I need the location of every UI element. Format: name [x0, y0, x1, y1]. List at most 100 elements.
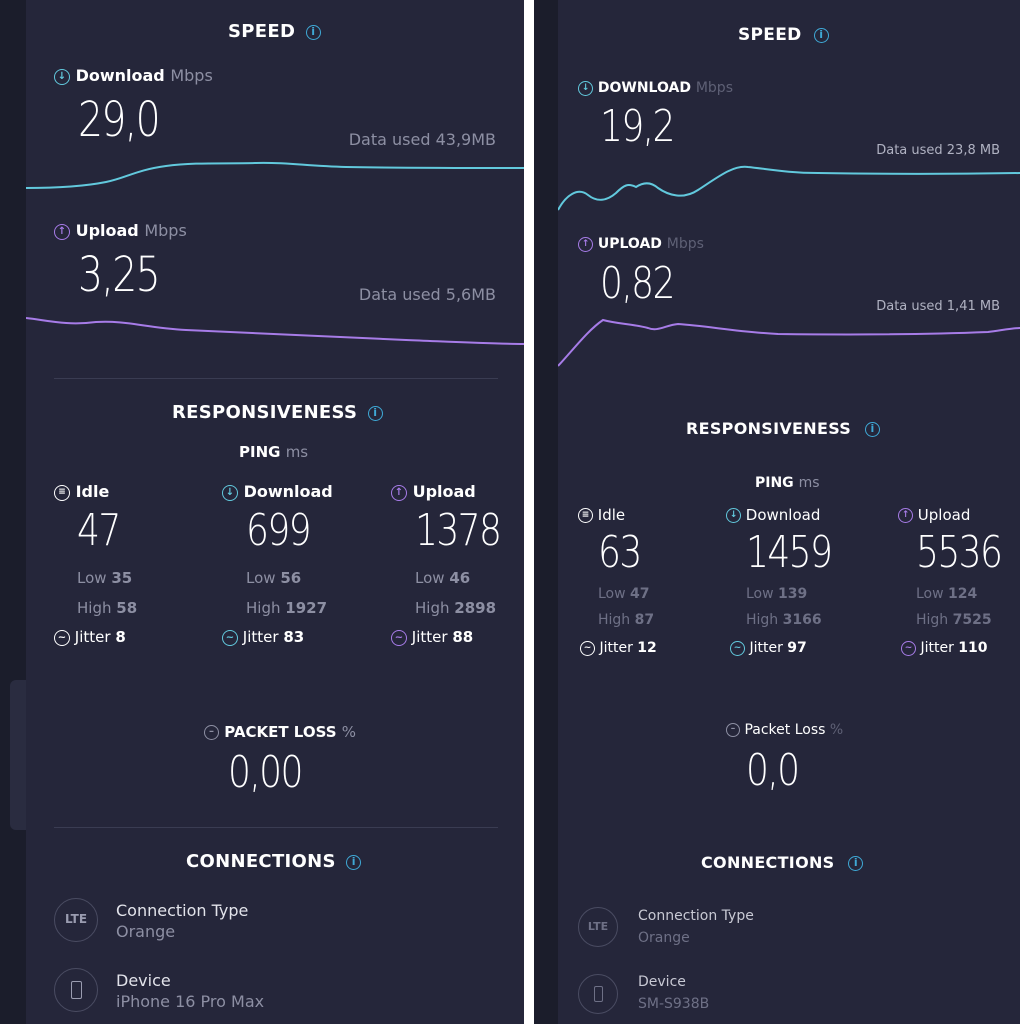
download-data-used: Data used 43,9MB [348, 130, 496, 149]
ping-idle-jitter: ~ Jitter 8 [54, 628, 126, 646]
info-icon[interactable]: i [813, 27, 829, 43]
ping-download-value: 699 [246, 505, 312, 556]
ping-download-low: Low 139 [746, 586, 808, 602]
phone-icon [54, 968, 98, 1012]
upload-graph-line [558, 318, 1020, 367]
device-value: SM-S938B [638, 996, 710, 1012]
arrow-up-circle-icon: ↑ [391, 484, 407, 501]
upload-unit: Mbps [144, 221, 187, 240]
connection-type-label: Connection Type [116, 901, 249, 920]
right-result-panel: SPEED i ↓ DOWNLOAD Mbps 19,2 Data used 2… [558, 0, 1020, 1024]
upload-speed-graph [558, 318, 1020, 367]
upload-value: 3,25 [78, 247, 161, 303]
ping-upload-low: Low 124 [916, 586, 978, 602]
ping-upload-value: 1378 [415, 505, 502, 556]
download-unit: Mbps [170, 66, 213, 85]
download-speed-graph [26, 161, 524, 189]
jitter-icon: ~ [901, 640, 916, 656]
ping-idle-jitter: ~ Jitter 12 [580, 640, 657, 656]
jitter-icon: ~ [391, 629, 407, 646]
ping-idle-high: High 58 [77, 599, 138, 617]
arrow-up-circle-icon: ↑ [578, 236, 593, 252]
upload-header: ↑ Upload Mbps [54, 221, 187, 240]
ping-header: PING ms [755, 475, 820, 491]
packet-loss-header: – PACKET LOSS % [204, 723, 356, 741]
ping-idle-value: 47 [77, 505, 121, 556]
ping-download-header: ↓ Download [222, 482, 333, 501]
ping-download-high: High 3166 [746, 612, 822, 628]
device-label: Device [638, 974, 686, 990]
arrow-down-circle-icon: ↓ [54, 68, 70, 85]
lte-badge-icon: LTE [578, 907, 618, 947]
download-header: ↓ DOWNLOAD Mbps [578, 80, 733, 96]
arrow-down-circle-icon: ↓ [726, 508, 741, 523]
download-data-used: Data used 23,8 MB [876, 143, 1000, 158]
connections-title: CONNECTIONS i [186, 851, 362, 872]
jitter-icon: ~ [222, 629, 238, 646]
ping-upload-header: ↑ Upload [391, 482, 476, 501]
section-divider [54, 378, 498, 379]
upload-header: ↑ UPLOAD Mbps [578, 236, 704, 252]
download-graph-line [26, 161, 524, 189]
info-icon[interactable]: i [367, 405, 383, 421]
upload-data-used: Data used 5,6MB [358, 285, 496, 304]
upload-graph-line [26, 317, 524, 345]
background-middle-strip-dark [534, 0, 558, 1024]
background-middle-strip [524, 0, 530, 1024]
upload-speed-graph [26, 317, 524, 345]
responsiveness-title: RESPONSIVENESS i [172, 402, 383, 423]
lte-badge-icon: LTE [54, 898, 98, 942]
info-icon[interactable]: i [865, 422, 881, 437]
packet-loss-value: 0,00 [228, 747, 303, 798]
responsiveness-title: RESPONSIVENESS i [686, 419, 881, 438]
upload-value: 0,82 [600, 258, 675, 309]
minus-circle-icon: – [726, 723, 740, 737]
ping-idle-value: 63 [598, 527, 642, 578]
download-speed-graph [558, 165, 1020, 211]
ping-idle-low: Low 35 [77, 569, 133, 587]
info-icon[interactable]: i [305, 24, 321, 40]
ping-upload-value: 5536 [916, 527, 1003, 578]
arrow-up-circle-icon: ↑ [898, 508, 913, 523]
ping-idle-header: ≡ Idle [578, 506, 625, 524]
connection-type-value: Orange [638, 930, 690, 946]
ping-upload-high: High 7525 [916, 612, 992, 628]
idle-icon: ≡ [578, 508, 593, 523]
left-card-edge [10, 680, 26, 830]
ping-download-high: High 1927 [246, 599, 328, 617]
arrow-down-circle-icon: ↓ [578, 80, 593, 96]
ping-download-low: Low 56 [246, 569, 302, 587]
ping-upload-jitter: ~ Jitter 110 [901, 640, 988, 656]
idle-icon: ≡ [54, 484, 70, 501]
ping-upload-high: High 2898 [415, 599, 497, 617]
download-label: Download [75, 66, 165, 85]
jitter-icon: ~ [580, 640, 595, 656]
connection-type-value: Orange [116, 922, 176, 941]
phone-icon [578, 974, 618, 1014]
info-icon[interactable]: i [346, 854, 362, 870]
connections-title: CONNECTIONS i [701, 853, 864, 872]
device-value: iPhone 16 Pro Max [116, 992, 265, 1011]
section-divider [54, 827, 498, 828]
packet-loss-value: 0,0 [746, 745, 800, 796]
packet-loss-header: – Packet Loss % [726, 722, 843, 738]
ping-idle-high: High 87 [598, 612, 655, 628]
ping-upload-low: Low 46 [415, 569, 471, 587]
ping-download-jitter: ~ Jitter 97 [730, 640, 807, 656]
ping-header: PING ms [239, 443, 309, 461]
upload-label: Upload [75, 221, 139, 240]
ping-upload-jitter: ~ Jitter 88 [391, 628, 473, 646]
download-value: 19,2 [600, 101, 675, 152]
arrow-up-circle-icon: ↑ [54, 223, 70, 240]
connection-type-label: Connection Type [638, 908, 754, 924]
download-graph-line [558, 165, 1020, 211]
info-icon[interactable]: i [848, 856, 864, 871]
ping-idle-low: Low 47 [598, 586, 650, 602]
download-value: 29,0 [78, 92, 161, 148]
arrow-down-circle-icon: ↓ [222, 484, 238, 501]
speed-title: SPEED i [228, 21, 321, 42]
ping-download-value: 1459 [746, 527, 833, 578]
ping-download-header: ↓ Download [726, 506, 820, 524]
upload-data-used: Data used 1,41 MB [876, 299, 1000, 314]
jitter-icon: ~ [54, 629, 70, 646]
